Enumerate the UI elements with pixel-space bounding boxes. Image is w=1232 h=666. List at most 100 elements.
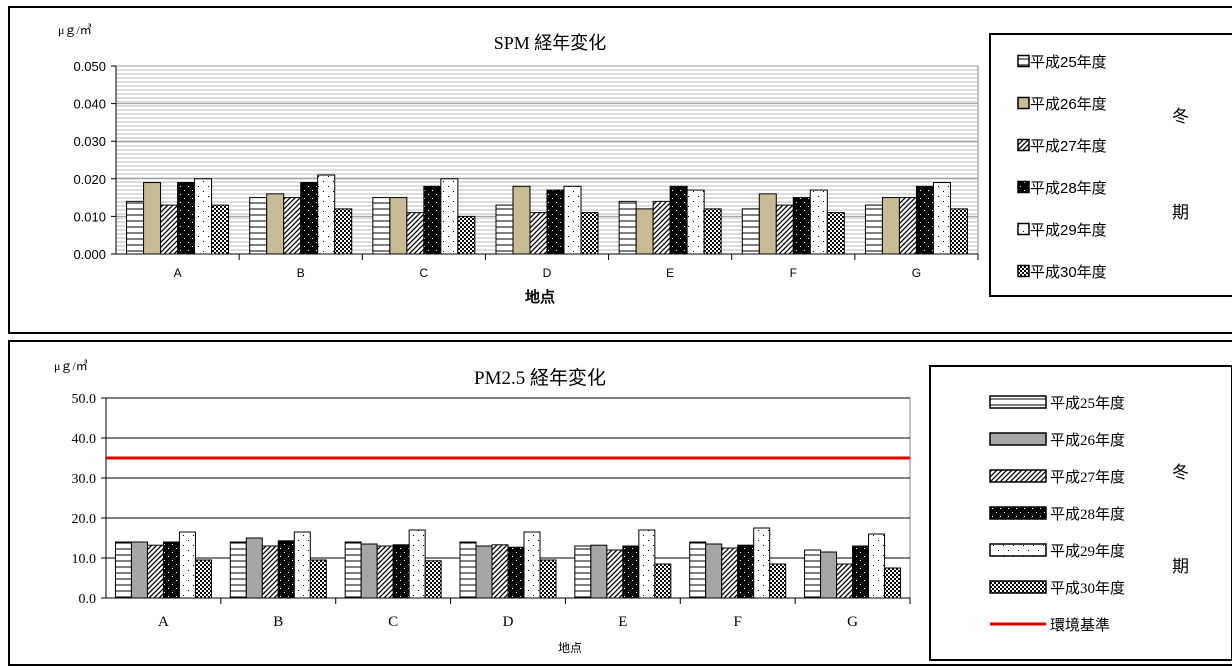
x-tick-label: C [388, 614, 398, 630]
bar-平成26年度-G [820, 551, 838, 599]
legend-box [989, 33, 1232, 297]
bar-平成28年度-G [915, 185, 934, 255]
bar-平成27年度-F [721, 547, 739, 599]
bar-平成28年度-G [852, 545, 870, 599]
bar-平成25年度-A [126, 200, 145, 255]
legend-swatch [1017, 138, 1030, 152]
legend-swatch [1017, 54, 1030, 68]
bar-平成28年度-A [177, 182, 196, 255]
legend-label: 平成30年度 [1030, 264, 1107, 281]
bar-平成25年度-F [741, 208, 760, 255]
bar-平成27年度-F [775, 204, 794, 255]
bar-平成30年度-F [826, 212, 845, 255]
bar-平成25年度-C [372, 197, 391, 255]
bar-平成27年度-G [898, 197, 917, 255]
y-tick-label: 50.0 [72, 392, 97, 407]
chart-title: SPM 経年変化 [494, 33, 607, 53]
legend-swatch [989, 469, 1047, 483]
legend-label: 平成29年度 [1030, 222, 1107, 239]
bar-平成30年度-A [194, 559, 212, 599]
x-tick-label: C [420, 266, 429, 280]
bar-平成28年度-F [737, 544, 755, 599]
bar-平成30年度-E [654, 563, 672, 599]
bar-平成27年度-D [491, 544, 509, 599]
legend-swatch [989, 395, 1047, 409]
y-tick-label: 20.0 [72, 512, 97, 527]
spm-chart: 0.000 0.010 0.020 0.030 0.040 0.050 A B C D E F G SPM… [58, 23, 1232, 306]
bar-平成27年度-B [283, 197, 302, 255]
bar-平成28年度-B [300, 182, 319, 255]
bar-平成30年度-D [539, 559, 557, 599]
bar-平成26年度-B [266, 193, 285, 255]
bar-平成28年度-E [669, 185, 688, 255]
bar-平成29年度-E [638, 529, 656, 599]
bar-平成28年度-E [622, 545, 640, 599]
bar-平成26年度-D [512, 185, 531, 255]
bar-平成27年度-E [652, 200, 671, 255]
bar-平成29年度-G [932, 182, 951, 255]
bar-平成25年度-E [574, 545, 592, 599]
bar-平成29年度-G [868, 533, 886, 599]
y-tick-label: 0.0 [79, 592, 97, 607]
y-tick-label: 0.030 [73, 134, 106, 149]
bar-平成30年度-A [211, 204, 230, 255]
bar-平成29年度-E [686, 189, 705, 255]
x-tick-label: A [174, 266, 182, 280]
legend-swatch [1017, 264, 1030, 278]
y-tick-label: 0.040 [73, 97, 106, 112]
legend-swatch [989, 580, 1047, 594]
bar-平成30年度-F [769, 563, 787, 599]
y-unit-label: μｇ/㎥ [54, 359, 88, 373]
legend-label: 環境基準 [1050, 616, 1110, 634]
bar-平成25年度-B [229, 541, 247, 599]
bar-平成25年度-D [459, 541, 477, 599]
bar-平成30年度-D [580, 212, 599, 255]
bar-平成29年度-A [194, 178, 213, 255]
bar-平成26年度-A [130, 541, 148, 599]
bar-平成29年度-B [317, 174, 336, 255]
bar-平成30年度-B [334, 208, 353, 255]
bar-平成26年度-B [245, 537, 263, 599]
bar-平成25年度-B [249, 197, 268, 255]
legend-swatch [1017, 180, 1030, 194]
y-tick-label: 30.0 [72, 472, 97, 487]
x-axis-label: 地点 [558, 641, 582, 655]
bar-平成25年度-G [864, 204, 883, 255]
bar-平成28年度-C [392, 544, 410, 599]
legend-label: 平成28年度 [1050, 506, 1125, 523]
legend-swatch [989, 506, 1047, 520]
x-tick-label: F [734, 614, 742, 630]
spm-chart-panel: 0.000 0.010 0.020 0.030 0.040 0.050 A B C D E F G SPM… [8, 6, 1232, 334]
bar-平成28年度-D [507, 546, 525, 599]
y-tick-label: 0.050 [73, 59, 106, 74]
legend-label: 平成26年度 [1050, 432, 1125, 449]
bar-平成29年度-C [408, 529, 426, 599]
legend-label: 平成27年度 [1030, 138, 1107, 155]
legend-label: 平成28年度 [1030, 180, 1107, 197]
season-label-top: 冬 [1172, 463, 1189, 482]
bar-平成29年度-D [523, 531, 541, 599]
bar-平成29年度-F [809, 189, 828, 255]
bar-平成28年度-A [162, 541, 180, 599]
bar-平成26年度-F [705, 543, 723, 599]
legend-label: 平成29年度 [1050, 543, 1125, 560]
bar-平成26年度-A [143, 182, 162, 255]
legend-swatch [989, 432, 1047, 446]
y-tick-label: 40.0 [72, 432, 97, 447]
bar-平成25年度-A [114, 541, 132, 599]
x-tick-label: A [158, 614, 169, 630]
bar-平成30年度-C [424, 560, 442, 599]
y-tick-label: 0.000 [73, 247, 106, 262]
x-tick-label: B [273, 614, 283, 630]
bar-平成27年度-E [606, 549, 624, 599]
x-tick-label: D [503, 614, 514, 630]
legend-label: 平成25年度 [1050, 395, 1125, 412]
season-label-bottom: 期 [1172, 203, 1189, 222]
legend-label: 平成26年度 [1030, 96, 1107, 113]
x-tick-label: G [847, 614, 858, 630]
pm25-chart: 0.0 10.0 20.0 30.0 40.0 50.0 A B C D E F G PM2.5 経年変化… [54, 359, 1232, 661]
x-tick-label: E [618, 614, 627, 630]
bar-平成29年度-A [178, 531, 196, 599]
bar-平成25年度-E [618, 200, 637, 255]
season-label-bottom: 期 [1172, 557, 1189, 576]
